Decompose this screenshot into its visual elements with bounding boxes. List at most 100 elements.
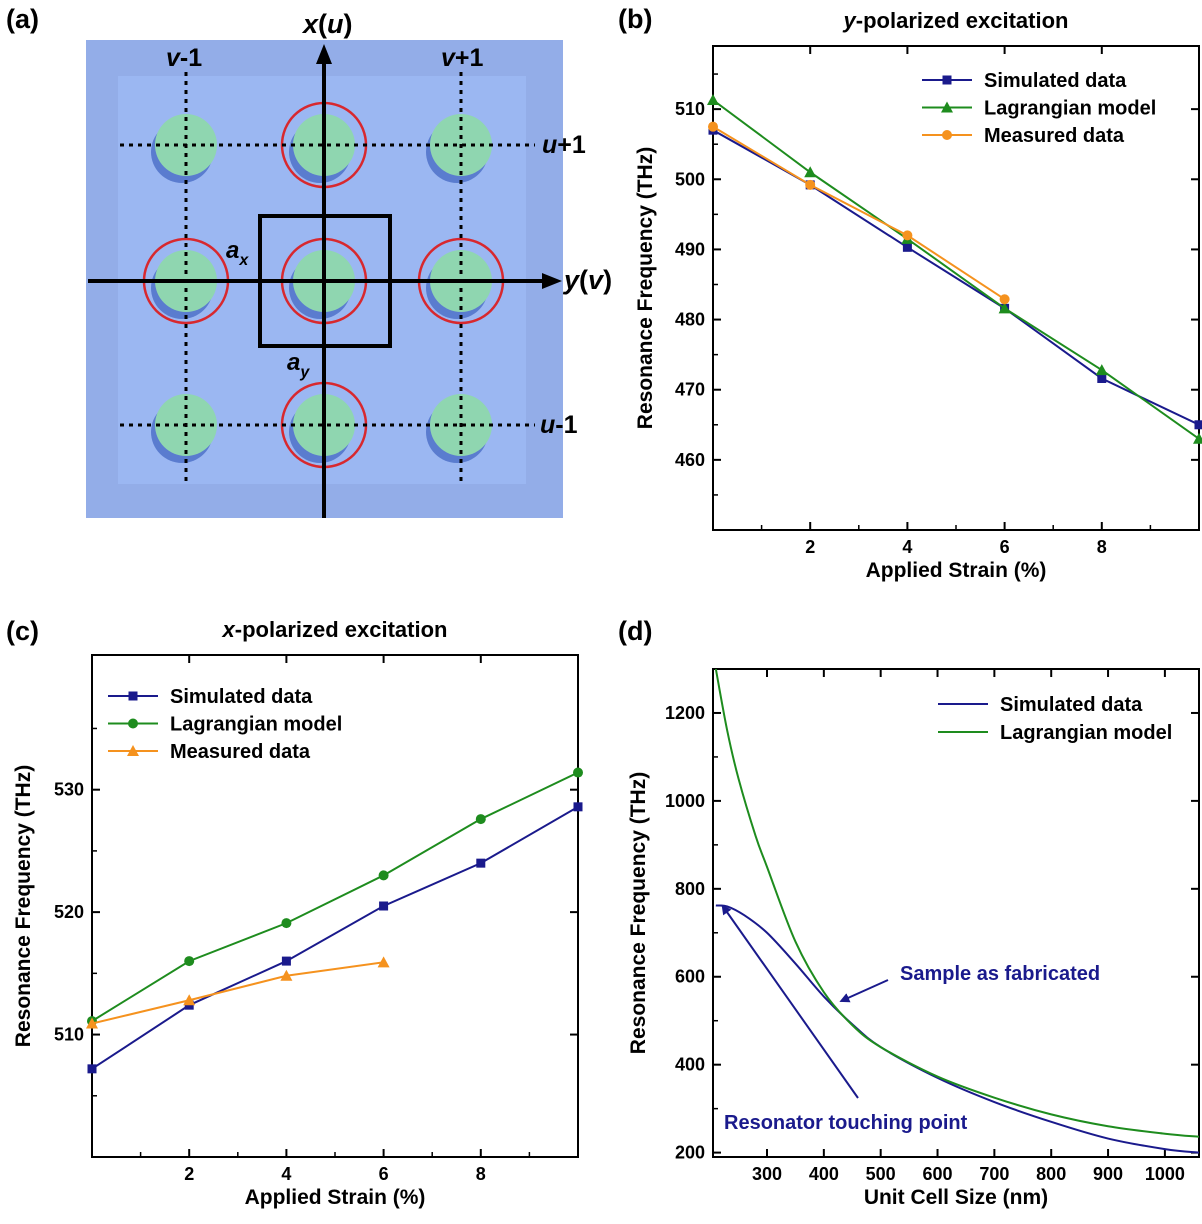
data-point [902, 230, 913, 241]
legend-label: Lagrangian model [1000, 722, 1172, 744]
data-point [1193, 432, 1202, 444]
x-tick-label: 400 [809, 1164, 839, 1184]
x-tick-label: 6 [1000, 537, 1010, 557]
y-axis-label: Resonance Frequency (THz) [634, 147, 657, 429]
chart-d-unit-cell: 300 400 500 600 700 800 900 1000 200 400 600 800 100… [627, 668, 1200, 1209]
panel-label-d: (d) [618, 616, 652, 646]
data-point [941, 101, 953, 113]
y-tick-label: 400 [675, 1055, 705, 1075]
data-point [573, 767, 583, 778]
panel-label-b: (b) [618, 4, 652, 34]
plot-frame [712, 668, 1200, 1158]
series-line [713, 125, 1006, 301]
data-point [86, 1017, 98, 1029]
x-tick-label: 4 [281, 1164, 291, 1184]
x-tick-label: 700 [979, 1164, 1009, 1184]
x-tick-label: 300 [752, 1164, 782, 1184]
panel-label-a: (a) [6, 4, 39, 34]
legend-label: Lagrangian model [170, 714, 342, 736]
data-point [128, 718, 138, 729]
legend-label: Simulated data [170, 686, 313, 708]
y-tick-label: 200 [675, 1143, 705, 1163]
y-tick-label: 460 [675, 450, 705, 470]
lattice-schematic: x(u) y(v) v-1 v+1 u+1 u-1 ax ay [86, 9, 612, 518]
chart-c-x-polarized: 2 4 6 8 510 520 530 Applied Strain (%) Resonance… [12, 617, 583, 1209]
x-axis-label: Applied Strain (%) [866, 559, 1047, 582]
label-ay: ay [287, 349, 310, 381]
legend-label: Simulated data [984, 70, 1127, 92]
axis-label-x-u: x(u) [301, 9, 353, 39]
y-tick-label: 510 [675, 99, 705, 119]
label-ax: ax [226, 237, 249, 269]
data-point [1194, 420, 1202, 430]
x-tick-label: 500 [866, 1164, 896, 1184]
data-point [87, 1064, 97, 1074]
data-point [942, 130, 952, 140]
data-point [573, 802, 583, 812]
data-point [128, 691, 138, 701]
data-point [999, 294, 1010, 305]
y-tick-label: 1200 [665, 703, 705, 723]
x-axis-arrowhead [316, 44, 332, 64]
y-tick-label: 520 [54, 902, 84, 922]
x-tick-label: 600 [923, 1164, 953, 1184]
annotation-arrow-fabricated [839, 979, 889, 1003]
y-tick-label: 490 [675, 239, 705, 259]
data-point [183, 994, 196, 1006]
x-tick-label: 8 [1097, 537, 1107, 557]
series-line [713, 99, 1199, 440]
row-label-u-plus-1: u+1 [542, 131, 586, 159]
x-tick-label: 2 [805, 537, 815, 557]
x-tick-label: 4 [902, 537, 912, 557]
y-tick-label: 1000 [665, 791, 705, 811]
legend-label: Measured data [984, 125, 1125, 147]
x-tick-label: 1000 [1145, 1164, 1185, 1184]
y-tick-label: 470 [675, 380, 705, 400]
y-axis-arrowhead [542, 273, 562, 289]
legend-label: Lagrangian model [984, 98, 1156, 120]
data-point [942, 75, 952, 85]
legend-label: Simulated data [1000, 694, 1143, 716]
y-tick-label: 800 [675, 879, 705, 899]
x-tick-label: 8 [476, 1164, 486, 1184]
x-tick-label: 900 [1093, 1164, 1123, 1184]
y-tick-label: 600 [675, 967, 705, 987]
y-axis-label: Resonance Frequency (THz) [12, 765, 35, 1047]
annotation-arrow-touching [721, 904, 859, 1099]
data-point [127, 745, 139, 756]
data-point [805, 179, 816, 190]
series-line [92, 805, 578, 1070]
series-line [92, 961, 384, 1025]
data-point [378, 870, 389, 881]
data-point [281, 918, 292, 929]
data-point [707, 94, 719, 106]
row-label-u-minus-1: u-1 [540, 411, 578, 439]
column-label-v-plus-1: v+1 [441, 44, 484, 72]
series-line [714, 669, 1199, 1138]
data-point [280, 969, 293, 981]
axis-label-y-v: y(v) [562, 265, 612, 295]
annotation-resonator-touching-point: Resonator touching point [724, 1112, 968, 1134]
column-label-v-minus-1: v-1 [166, 44, 202, 72]
y-tick-label: 510 [54, 1025, 84, 1045]
data-point [998, 302, 1011, 314]
y-tick-label: 480 [675, 310, 705, 330]
chart-title: y-polarized excitation [843, 8, 1069, 33]
data-point [1095, 364, 1108, 376]
chart-b-y-polarized: 2 4 6 8 460 470 480 490 500 510 Applied Strain (%)… [634, 8, 1202, 582]
panel-label-c: (c) [6, 616, 39, 646]
data-point [475, 814, 486, 825]
y-tick-label: 530 [54, 780, 84, 800]
data-point [281, 956, 291, 966]
data-point [804, 166, 817, 178]
series-line [713, 129, 1199, 426]
x-axis-label: Unit Cell Size (nm) [864, 1186, 1048, 1209]
x-tick-label: 800 [1036, 1164, 1066, 1184]
data-point [377, 956, 390, 968]
x-tick-label: 2 [184, 1164, 194, 1184]
data-point [1097, 373, 1107, 383]
y-tick-label: 500 [675, 169, 705, 189]
x-axis-label: Applied Strain (%) [245, 1186, 426, 1209]
series-line [92, 771, 578, 1022]
